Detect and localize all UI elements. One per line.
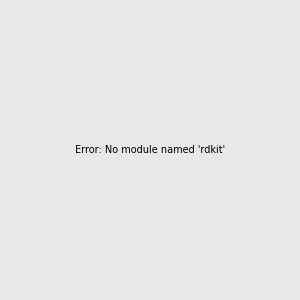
Text: Error: No module named 'rdkit': Error: No module named 'rdkit': [75, 145, 225, 155]
